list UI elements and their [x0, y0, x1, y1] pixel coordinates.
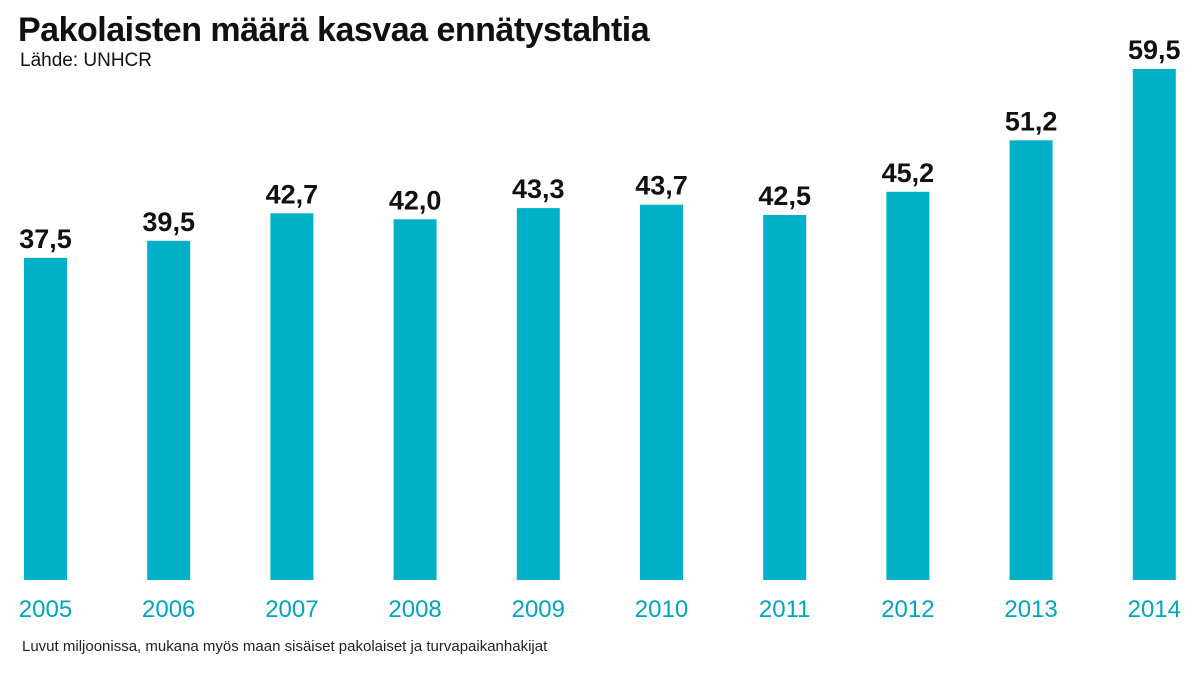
chart-source: Lähde: UNHCR: [20, 50, 152, 71]
value-label-2011: 42,5: [758, 181, 811, 211]
x-tick-label-2009: 2009: [512, 596, 565, 623]
x-tick-label-2011: 2011: [759, 596, 811, 623]
bar-2014: [1132, 69, 1176, 580]
value-label-2013: 51,2: [1005, 106, 1058, 136]
x-tick-label-2007: 2007: [265, 596, 318, 623]
x-tick-label-2008: 2008: [388, 596, 441, 623]
value-label-2006: 39,5: [142, 207, 195, 237]
x-tick-label-2013: 2013: [1004, 596, 1057, 623]
bar-2007: [270, 213, 314, 581]
bar-2010: [640, 204, 683, 580]
bar-2012: [886, 191, 930, 581]
value-label-2014: 59,5: [1128, 35, 1181, 65]
bar-2013: [1009, 140, 1053, 581]
bar-2005: [24, 257, 67, 580]
x-tick-label-2005: 2005: [19, 596, 72, 623]
chart-footnote: Luvut miljoonissa, mukana myös maan sisä…: [22, 638, 548, 655]
bar-2009: [516, 208, 560, 580]
bar-2008: [393, 219, 437, 581]
value-label-2005: 37,5: [19, 224, 72, 254]
bar-2006: [147, 240, 191, 581]
value-label-2012: 45,2: [882, 158, 935, 188]
bar-2011: [763, 215, 807, 580]
x-tick-label-2010: 2010: [635, 596, 688, 623]
x-tick-label-2014: 2014: [1128, 596, 1181, 623]
value-label-2010: 43,7: [635, 171, 688, 201]
value-label-2007: 42,7: [266, 179, 319, 209]
x-tick-label-2006: 2006: [142, 596, 195, 623]
value-label-2009: 43,3: [512, 174, 565, 204]
x-tick-label-2012: 2012: [881, 596, 934, 623]
chart-title: Pakolaisten määrä kasvaa ennätystahtia: [18, 11, 650, 49]
value-label-2008: 42,0: [389, 185, 442, 215]
